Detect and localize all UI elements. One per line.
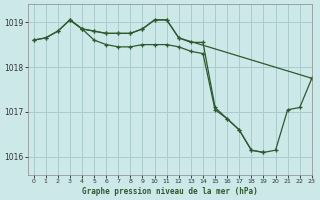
X-axis label: Graphe pression niveau de la mer (hPa): Graphe pression niveau de la mer (hPa): [82, 187, 258, 196]
